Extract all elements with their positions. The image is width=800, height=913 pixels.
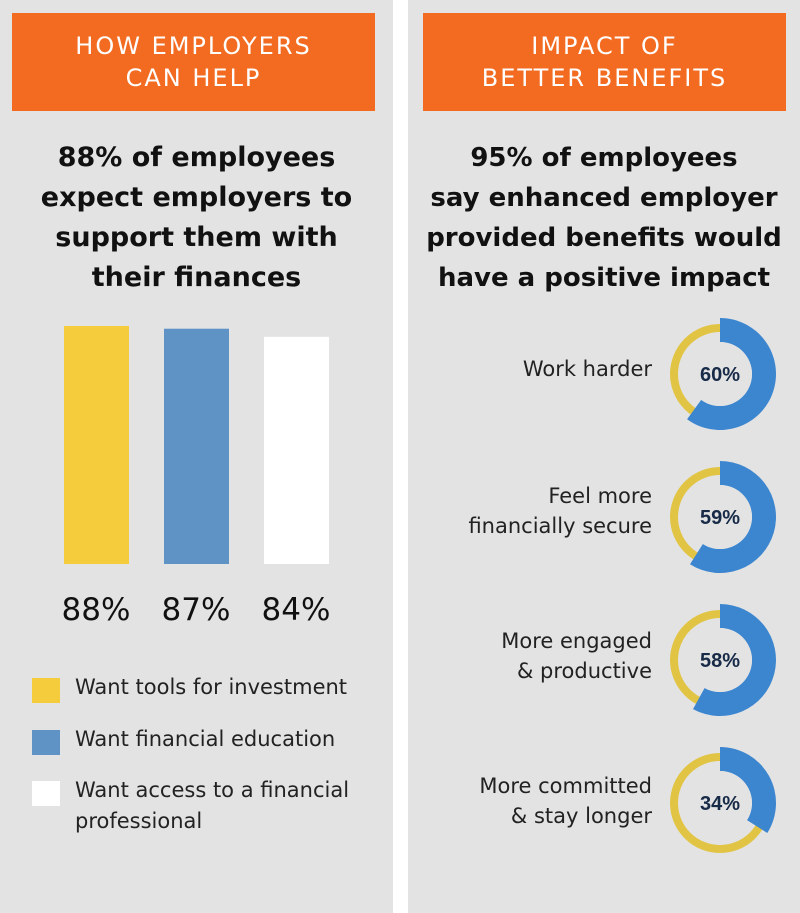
impact-of-better-benefits-banner: IMPACT OF BETTER BENEFITS xyxy=(423,13,786,111)
legend-label: Want financial education xyxy=(75,727,336,751)
donut-center xyxy=(688,771,752,835)
banner-line-1: IMPACT OF xyxy=(531,32,678,60)
headline-line-1: 95% of employees xyxy=(470,143,738,173)
employer-support-bar-chart: 88% 87% 84% xyxy=(62,326,331,628)
impact-label-line-1: Work harder xyxy=(522,357,652,381)
legend-swatch-yellow xyxy=(32,678,60,703)
impact-label: More engaged & productive xyxy=(422,626,652,686)
donut-percent-label: 60% xyxy=(700,364,740,386)
legend-label: Want access to a financial professional xyxy=(75,775,375,837)
bar-2 xyxy=(164,328,229,564)
impact-label-line-1: More committed xyxy=(479,774,652,798)
impact-label-line-1: More engaged xyxy=(501,629,652,653)
right-panel: IMPACT OF BETTER BENEFITS 95% of employe… xyxy=(408,0,800,913)
donut-percent-label: 58% xyxy=(700,650,740,672)
headline-line-3: support them with xyxy=(55,222,338,253)
bar-value-label-1: 88% xyxy=(62,592,131,628)
headline-line-1: 88% of employees xyxy=(57,142,336,173)
impact-label-line-2: financially secure xyxy=(468,514,652,538)
donut-value-arc xyxy=(693,604,776,716)
bar-1 xyxy=(64,326,129,564)
headline-line-4: have a positive impact xyxy=(437,263,771,293)
banner-line-1: HOW EMPLOYERS xyxy=(75,32,312,60)
donut-percent-label: 59% xyxy=(700,507,740,529)
headline-line-2: say enhanced employer xyxy=(430,183,778,213)
banner-line-2: CAN HELP xyxy=(125,64,262,92)
banner-line-2: BETTER BENEFITS xyxy=(481,64,728,92)
donut-center xyxy=(688,628,752,692)
impact-label-line-2: & productive xyxy=(516,659,652,683)
donut-value-arc xyxy=(689,461,776,573)
legend-label-line-1: Want access to a financial xyxy=(75,778,350,802)
legend-swatch-white xyxy=(32,781,60,806)
right-headline: 95% of employees say enhanced employer p… xyxy=(408,138,800,298)
donut-chart: 34% xyxy=(670,747,776,853)
how-employers-can-help-banner: HOW EMPLOYERS CAN HELP xyxy=(12,13,375,111)
impact-label: More committed & stay longer xyxy=(422,771,652,831)
legend-swatch-blue xyxy=(32,730,60,755)
impact-row-financially-secure: Feel more financially secure 59% xyxy=(408,461,800,581)
headline-line-4: their finances xyxy=(91,262,302,293)
left-panel: HOW EMPLOYERS CAN HELP 88% of employees … xyxy=(0,0,393,913)
donut-value-arc xyxy=(687,318,776,430)
impact-row-committed-stay-longer: More committed & stay longer 34% xyxy=(408,747,800,867)
headline-line-2: expect employers to xyxy=(40,182,353,213)
donut-chart: 60% xyxy=(670,318,776,430)
donut-chart: 59% xyxy=(670,461,776,573)
bar-value-label-2: 87% xyxy=(162,592,231,628)
headline-line-3: provided benefits would xyxy=(426,223,782,253)
donut-center xyxy=(688,342,752,406)
impact-label-line-2: & stay longer xyxy=(510,804,652,828)
impact-label: Work harder xyxy=(422,354,652,384)
impact-row-engaged-productive: More engaged & productive 58% xyxy=(408,604,800,724)
left-headline: 88% of employees expect employers to sup… xyxy=(0,138,393,298)
impact-row-work-harder: Work harder 60% xyxy=(408,318,800,438)
donut-center xyxy=(688,485,752,549)
donut-value-arc xyxy=(720,747,776,834)
legend-label: Want tools for investment xyxy=(75,675,348,699)
impact-label: Feel more financially secure xyxy=(422,481,652,541)
bar-value-label-3: 84% xyxy=(262,592,331,628)
donut-chart: 58% xyxy=(670,604,776,716)
donut-percent-label: 34% xyxy=(700,793,740,815)
impact-label-line-1: Feel more xyxy=(548,484,652,508)
legend-label-line-2: professional xyxy=(75,809,203,833)
bar-3 xyxy=(264,336,329,564)
